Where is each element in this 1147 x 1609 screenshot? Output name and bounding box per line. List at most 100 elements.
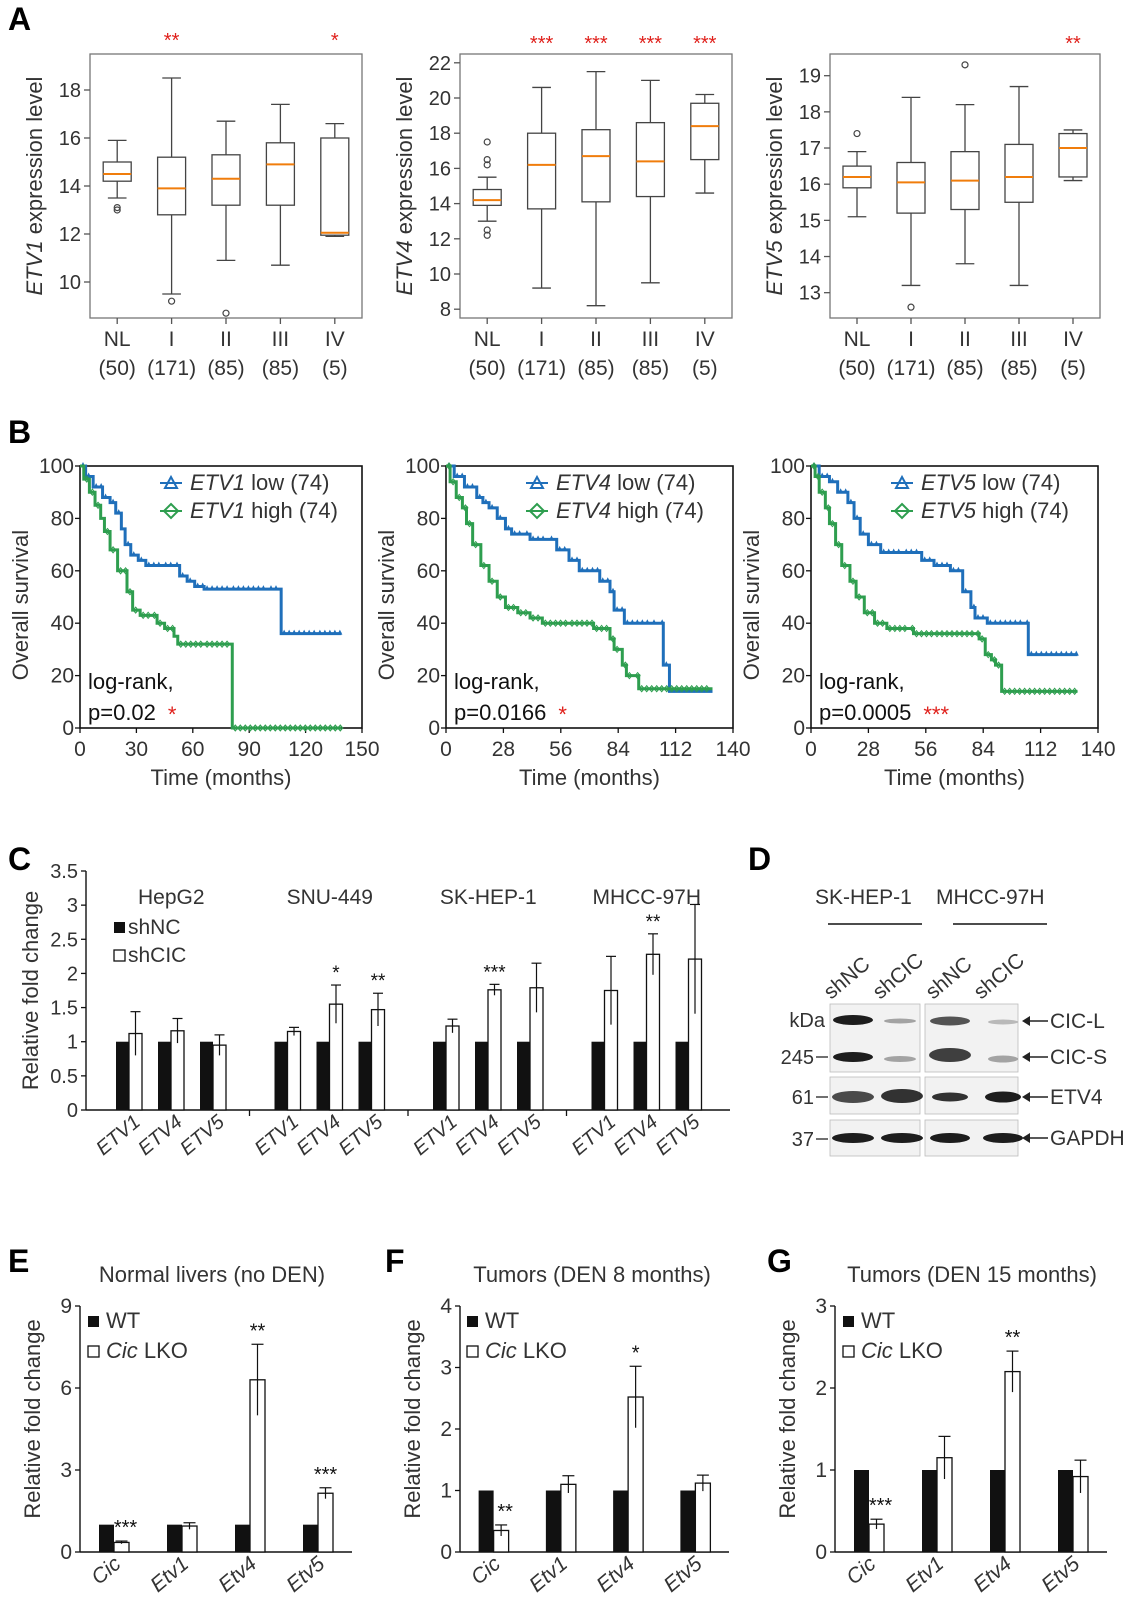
censor-marker bbox=[219, 585, 225, 591]
censor-marker bbox=[609, 635, 617, 643]
x-count-label: (50) bbox=[838, 357, 875, 380]
censor-marker bbox=[540, 535, 546, 541]
x-category-label: III bbox=[272, 328, 290, 351]
x-tick-label: 0 bbox=[805, 738, 817, 761]
p-value-label: p=0.02 bbox=[88, 700, 156, 725]
x-tick-label: 84 bbox=[607, 738, 631, 761]
blot-band bbox=[929, 1048, 971, 1062]
significance-stars: * bbox=[168, 702, 177, 727]
censor-marker bbox=[841, 561, 848, 570]
significance-stars: ** bbox=[646, 912, 661, 933]
x-axis-label: Time (months) bbox=[884, 765, 1025, 790]
censor-marker bbox=[923, 629, 930, 638]
censor-marker bbox=[195, 582, 201, 588]
censor-marker bbox=[683, 684, 690, 693]
censor-marker bbox=[939, 561, 945, 567]
x-count-label: (50) bbox=[99, 357, 136, 380]
legend-text: LKO bbox=[893, 1338, 943, 1363]
censor-marker bbox=[1031, 687, 1038, 696]
y-tick-label: 1 bbox=[440, 1480, 452, 1503]
censor-marker bbox=[1002, 619, 1008, 625]
legend-marker-diamond bbox=[162, 502, 180, 520]
bar-wt bbox=[680, 1490, 696, 1552]
band-label: GAPDH bbox=[1050, 1127, 1125, 1150]
x-count-label: (171) bbox=[517, 357, 566, 380]
censor-marker bbox=[332, 629, 338, 635]
x-tick-label: 150 bbox=[344, 738, 379, 761]
censor-marker bbox=[980, 613, 986, 619]
bar-lko bbox=[694, 1482, 712, 1553]
censor-marker bbox=[164, 624, 171, 633]
censor-marker bbox=[489, 503, 495, 509]
censor-marker bbox=[117, 567, 124, 575]
y-tick-label: 3 bbox=[60, 1459, 72, 1482]
censor-marker bbox=[466, 519, 473, 528]
censor-marker bbox=[93, 482, 99, 488]
mw-marker-label: 37 bbox=[792, 1129, 814, 1151]
significance-stars: ** bbox=[1065, 33, 1081, 55]
blot-band bbox=[881, 1133, 923, 1143]
censor-marker bbox=[282, 724, 289, 732]
box bbox=[690, 102, 720, 161]
y-tick-label: 12 bbox=[429, 229, 451, 251]
censor-marker bbox=[306, 629, 312, 635]
censor-marker bbox=[928, 629, 935, 638]
x-category-label: ETV5 bbox=[652, 1110, 705, 1160]
x-category-label: ETV4 bbox=[293, 1111, 345, 1160]
y-axis-label: Overall survival bbox=[374, 530, 399, 680]
bar-wt bbox=[854, 1470, 869, 1552]
box bbox=[896, 161, 926, 214]
y-tick-label: 40 bbox=[417, 612, 440, 635]
y-tick-label: 20 bbox=[782, 665, 805, 688]
bar-shnc bbox=[675, 1041, 689, 1110]
legend-text: high (74) bbox=[976, 498, 1069, 523]
panel-letter-d: D bbox=[748, 841, 771, 877]
censor-marker bbox=[1051, 687, 1058, 696]
x-category-label: III bbox=[1010, 328, 1028, 351]
censor-marker bbox=[169, 624, 176, 633]
censor-marker bbox=[903, 548, 909, 554]
censor-marker bbox=[909, 624, 916, 633]
censor-marker bbox=[703, 684, 710, 693]
censor-marker bbox=[985, 650, 992, 659]
y-axis-label-gene: ETV5 bbox=[762, 240, 787, 296]
censor-marker bbox=[218, 640, 226, 648]
censor-marker bbox=[337, 629, 343, 635]
censor-marker bbox=[896, 548, 902, 554]
legend-swatch-wt bbox=[88, 1316, 99, 1327]
legend-label-shcic: shCIC bbox=[128, 944, 186, 967]
y-tick-label: 0 bbox=[67, 1100, 78, 1122]
significance-stars: *** bbox=[114, 1517, 138, 1539]
x-category-label: ETV4 bbox=[134, 1111, 186, 1160]
censor-marker bbox=[934, 561, 940, 567]
significance-stars: *** bbox=[314, 1464, 338, 1486]
x-category-label: NL bbox=[474, 328, 501, 351]
blot-band bbox=[930, 1016, 970, 1026]
box bbox=[320, 137, 350, 236]
censor-marker bbox=[598, 624, 605, 633]
plot-frame bbox=[445, 465, 734, 729]
censor-marker bbox=[891, 548, 897, 554]
blot-band bbox=[988, 1019, 1018, 1025]
censor-marker bbox=[927, 556, 933, 562]
x-count-label: (5) bbox=[1060, 357, 1086, 380]
y-tick-label: 1 bbox=[67, 1032, 78, 1054]
significance-stars: ** bbox=[250, 1320, 266, 1342]
censor-marker bbox=[678, 684, 685, 693]
censor-marker bbox=[914, 548, 919, 554]
censor-marker bbox=[483, 498, 489, 504]
x-count-label: (5) bbox=[322, 357, 348, 380]
box bbox=[265, 142, 296, 206]
blot-band bbox=[983, 1133, 1023, 1143]
censor-marker bbox=[297, 724, 304, 732]
band-arrow-head bbox=[1022, 1092, 1030, 1102]
y-tick-label: 0 bbox=[815, 1541, 827, 1564]
bar-shnc bbox=[158, 1041, 171, 1110]
censor-marker bbox=[605, 577, 611, 583]
legend-swatch-shcic bbox=[113, 949, 126, 962]
bar-shnc bbox=[274, 1041, 288, 1110]
x-category-label: ETV5 bbox=[176, 1110, 229, 1160]
significance-stars: ** bbox=[164, 30, 180, 52]
y-tick-label: 0 bbox=[428, 717, 440, 740]
group-title: HepG2 bbox=[138, 886, 205, 909]
